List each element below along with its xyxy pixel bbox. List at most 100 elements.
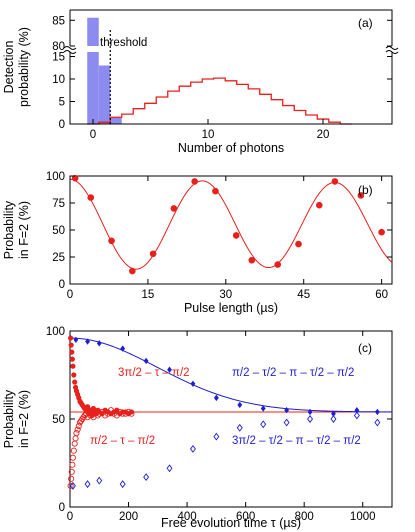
- y-tick-label: 100: [46, 171, 65, 183]
- panel-b-label: (b): [358, 183, 373, 197]
- y-tick-label: 50: [52, 225, 65, 237]
- rabi-data-point: [315, 201, 323, 209]
- ramsey-pi2-point: [105, 410, 112, 417]
- echo-pi2-point: [354, 407, 360, 414]
- x-tick-label: 10: [202, 129, 215, 141]
- ramsey-pi2-point: [73, 430, 80, 437]
- ramsey-pi2-point: [69, 461, 76, 468]
- echo-pi2-point: [120, 345, 126, 352]
- echo-3pi2-point: [84, 480, 91, 489]
- ramsey-3pi2-point: [71, 372, 77, 378]
- rabi-data-point: [331, 178, 339, 185]
- x-tick-label: 45: [297, 289, 310, 301]
- x-tick-label: 15: [142, 289, 155, 301]
- histogram-bar-below-threshold: [98, 65, 111, 124]
- panel-a-label: (a): [358, 16, 373, 30]
- echo-3pi2-point: [213, 432, 220, 441]
- rabi-data-point: [274, 261, 282, 268]
- panel-b-y-axis-label-line1: Probability: [2, 200, 16, 259]
- echo-pi2-point: [167, 366, 172, 373]
- panel-a-frame-lower: [69, 52, 393, 125]
- x-tick-label: 0: [67, 511, 73, 523]
- ramsey-pi2-point: [128, 410, 135, 417]
- panel-c-y-axis-label-line2: in F=2 (%): [17, 390, 31, 448]
- echo-pi2-point: [374, 408, 380, 416]
- rabi-data-point: [149, 250, 157, 258]
- echo-pi2-point: [260, 405, 266, 412]
- ramsey-3pi2-point: [72, 379, 78, 385]
- echo-pi2-point: [73, 336, 79, 343]
- x-tick-label: 400: [177, 511, 196, 523]
- ramsey-pi2-point: [107, 407, 115, 414]
- y-tick-label: 85: [52, 15, 65, 27]
- rabi-data-point: [71, 174, 79, 182]
- y-tick-label: 0: [59, 502, 65, 514]
- y-tick-label: 10: [52, 74, 65, 86]
- echo-3pi2-point: [307, 415, 313, 423]
- x-tick-label: 0: [67, 289, 73, 301]
- panel-b-axes: 0 15 30 45 60 0 25 50 75 100: [46, 171, 392, 301]
- histogram-bar-below-threshold: [87, 52, 99, 124]
- x-tick-label: 0: [90, 129, 96, 141]
- x-tick-label: 800: [295, 511, 314, 523]
- ramsey-3pi2-point: [70, 363, 76, 369]
- echo-3pi2-point: [166, 464, 173, 473]
- rabi-data-point: [295, 240, 302, 248]
- y-tick-label: 5: [59, 97, 65, 109]
- echo-pi2-point: [237, 401, 243, 409]
- legend-label-3pi2-tau-pi2: 3π/2 – τ – π/2: [118, 367, 190, 379]
- panel-c-frame: [69, 330, 393, 508]
- echo-pi2-point: [143, 357, 149, 365]
- ramsey-pi2-point: [69, 454, 76, 461]
- echo-3pi2-point: [330, 415, 337, 423]
- echo-3pi2-point: [189, 444, 196, 453]
- rabi-data-point: [232, 232, 240, 239]
- ramsey-pi2-point: [67, 482, 74, 489]
- y-tick-label: 80: [52, 41, 65, 53]
- echo-pi2-point: [307, 408, 313, 416]
- x-tick-label: 60: [375, 289, 388, 301]
- ramsey-3pi2-point: [69, 356, 75, 362]
- rabi-fit-curve: [69, 178, 393, 270]
- histogram-step-line: [87, 77, 352, 125]
- panel-c-x-axis-label: Free evolution time τ (µs): [161, 516, 301, 530]
- panel-a-frame-upper: [69, 9, 393, 46]
- ramsey-pi2-point: [113, 412, 120, 419]
- ramsey-3pi2-point: [67, 335, 74, 341]
- threshold-annotation: threshold: [100, 37, 147, 49]
- panel-b-y-axis-label-line2: in F=2 (%): [17, 201, 31, 259]
- echo-pi2-point: [96, 340, 102, 347]
- rabi-data-point: [108, 237, 115, 245]
- panel-b-data: [69, 174, 393, 275]
- echo-3pi2-point: [374, 418, 381, 427]
- x-tick-label: 200: [119, 511, 138, 523]
- ramsey-pi2-point: [68, 468, 75, 475]
- y-tick-label: 15: [52, 52, 65, 64]
- echo-pi2-point: [190, 380, 196, 387]
- ramsey-3pi2-point: [69, 349, 75, 355]
- echo-3pi2-point: [236, 423, 243, 432]
- panel-a-x-axis-label: Number of photons: [178, 141, 284, 155]
- rabi-data-point: [87, 194, 95, 201]
- ramsey-pi2-point: [119, 410, 126, 417]
- echo-3pi2-point: [260, 420, 267, 429]
- rabi-data-point: [212, 187, 219, 195]
- panel-c-data: [67, 335, 392, 490]
- y-tick-label: 0: [59, 279, 65, 291]
- panel-a-data: [87, 17, 352, 125]
- ramsey-pi2-point: [75, 422, 82, 430]
- panel-c: 0 200 400 600 800 1000 0 50 100 (c) 3π/2 – τ – π…: [2, 326, 393, 530]
- x-tick-label: 1000: [350, 511, 376, 523]
- echo-3pi2-point: [283, 418, 290, 427]
- echo-3pi2-point: [96, 476, 103, 485]
- x-tick-label: 600: [236, 511, 255, 523]
- histogram-bar-below-threshold-upper: [87, 17, 99, 46]
- panel-a-y-axis-label-line1: Detection: [2, 41, 16, 94]
- legend-label-pi2-tau-pi2: π/2 – τ – π/2: [90, 435, 155, 447]
- rabi-data-point: [357, 192, 365, 199]
- ramsey-pi2-point: [72, 435, 79, 442]
- y-tick-label: 0: [59, 119, 65, 131]
